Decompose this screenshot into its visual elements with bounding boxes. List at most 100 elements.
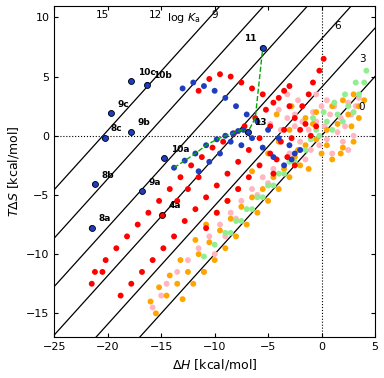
Point: [113, 245, 119, 251]
Point: [144, 82, 151, 88]
Point: [206, 239, 212, 245]
Point: [203, 194, 209, 200]
Point: [273, 156, 280, 163]
Point: [203, 222, 209, 228]
Point: [292, 154, 298, 160]
Point: [128, 78, 134, 84]
Point: [363, 68, 369, 74]
Point: [124, 233, 130, 239]
Point: [233, 218, 239, 224]
Point: [295, 97, 301, 103]
Point: [321, 109, 327, 115]
Point: [144, 82, 151, 88]
Point: [214, 136, 220, 143]
Point: [340, 97, 346, 103]
Point: [361, 97, 367, 103]
Point: [206, 233, 212, 239]
Point: [292, 162, 298, 168]
Point: [195, 251, 202, 257]
Point: [249, 85, 255, 91]
Point: [243, 206, 250, 212]
Point: [324, 97, 330, 103]
Point: [329, 156, 335, 163]
Point: [292, 159, 298, 165]
Text: 9c: 9c: [118, 99, 129, 108]
Point: [222, 245, 228, 251]
Point: [306, 127, 312, 133]
X-axis label: $\Delta \mathit{H}$ [kcal/mol]: $\Delta \mathit{H}$ [kcal/mol]: [172, 358, 257, 372]
Point: [214, 210, 220, 216]
Point: [308, 147, 314, 153]
Point: [270, 183, 276, 189]
Point: [276, 186, 282, 192]
Point: [249, 168, 255, 174]
Point: [338, 115, 344, 121]
Point: [135, 222, 141, 228]
Point: [284, 115, 290, 121]
Point: [235, 159, 241, 165]
Point: [345, 112, 351, 118]
Point: [292, 123, 298, 129]
Point: [171, 165, 177, 171]
Text: 9: 9: [211, 10, 218, 20]
Point: [212, 257, 218, 263]
Point: [292, 112, 298, 118]
Point: [139, 269, 145, 275]
Point: [92, 181, 98, 187]
Point: [284, 154, 290, 160]
Point: [331, 100, 338, 106]
Point: [316, 142, 323, 148]
Point: [292, 150, 298, 156]
Y-axis label: $T\Delta \mathit{S}$ [kcal/mol]: $T\Delta \mathit{S}$ [kcal/mol]: [5, 125, 21, 217]
Point: [353, 103, 359, 109]
Point: [276, 107, 282, 113]
Point: [351, 139, 357, 145]
Point: [206, 159, 212, 165]
Point: [310, 79, 316, 85]
Point: [240, 127, 247, 133]
Point: [254, 192, 260, 198]
Point: [209, 145, 215, 151]
Point: [212, 242, 218, 248]
Point: [281, 166, 287, 172]
Point: [286, 174, 293, 180]
Text: 4a: 4a: [169, 201, 181, 211]
Point: [340, 119, 346, 125]
Point: [192, 206, 199, 212]
Point: [322, 123, 328, 129]
Point: [92, 181, 98, 187]
Point: [318, 150, 324, 156]
Point: [260, 186, 266, 192]
Point: [254, 119, 260, 125]
Point: [340, 145, 346, 151]
Point: [310, 121, 316, 127]
Point: [103, 257, 109, 263]
Point: [238, 142, 245, 148]
Point: [265, 198, 271, 204]
Point: [270, 174, 276, 180]
Point: [329, 127, 335, 133]
Point: [245, 129, 251, 135]
Point: [270, 166, 276, 172]
Point: [292, 115, 298, 121]
Point: [353, 79, 359, 85]
Point: [89, 225, 95, 231]
Text: 12: 12: [149, 10, 162, 20]
Point: [254, 194, 260, 200]
Point: [295, 147, 301, 153]
Point: [281, 162, 287, 168]
Point: [288, 103, 295, 109]
Point: [195, 88, 202, 94]
Point: [217, 150, 223, 156]
Point: [260, 145, 266, 151]
Point: [297, 147, 303, 153]
Point: [263, 107, 269, 113]
Point: [267, 121, 273, 127]
Point: [260, 174, 266, 180]
Point: [212, 88, 218, 94]
Point: [158, 293, 164, 299]
Point: [308, 136, 314, 143]
Point: [118, 293, 124, 299]
Point: [276, 135, 282, 141]
Point: [281, 88, 287, 94]
